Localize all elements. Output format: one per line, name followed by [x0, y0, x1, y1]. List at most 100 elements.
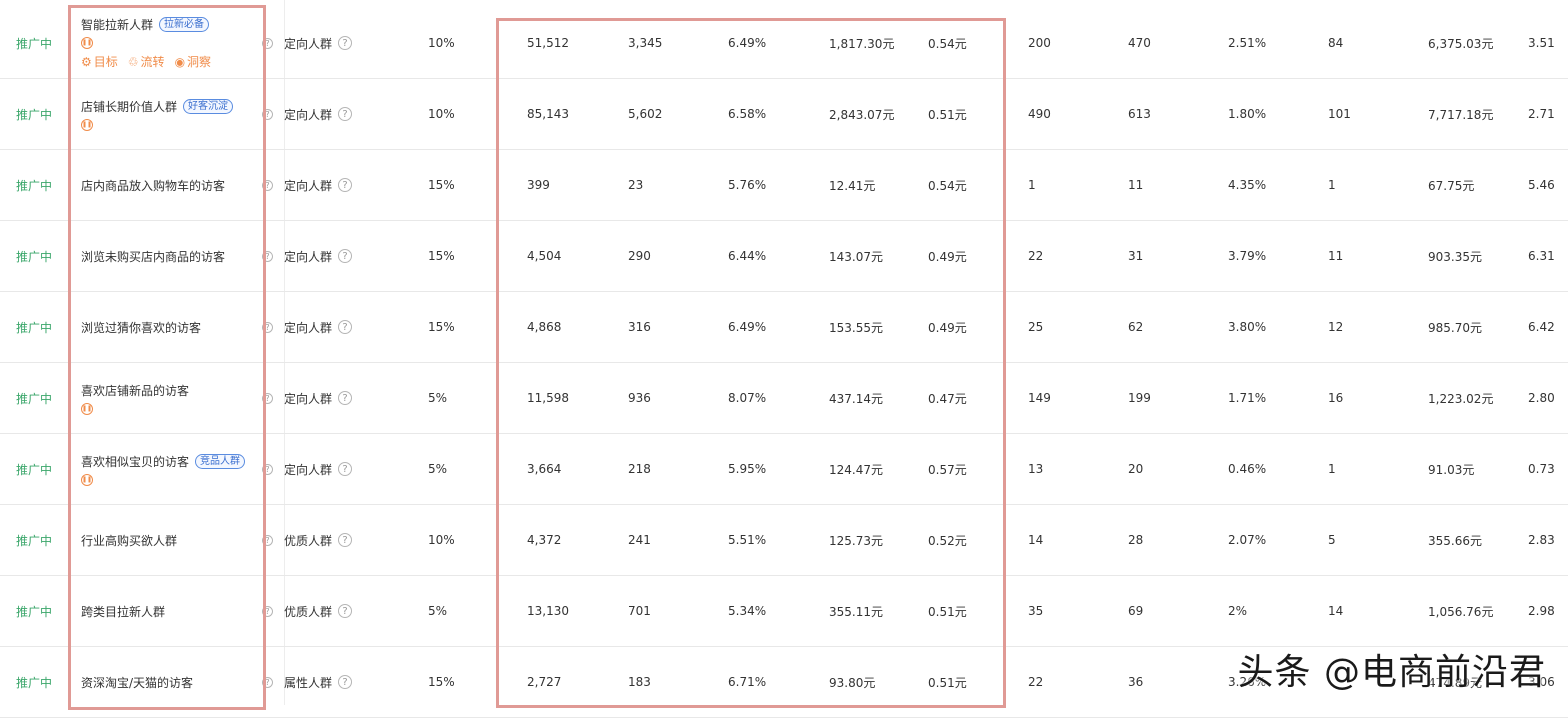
- table-row: 推广中 喜欢店铺新品的访客 ❚❚? 定向人群? 5% 11,598 936 8.07% 437.…: [0, 363, 1568, 434]
- metric-c-cell: 0.46%: [1228, 462, 1267, 476]
- help-icon[interactable]: ?: [262, 179, 273, 191]
- ratio-cell: 15%: [428, 675, 455, 689]
- ctr-cell: 8.07%: [728, 391, 767, 405]
- table-row: 推广中 浏览过猜你喜欢的访客? 定向人群? 15% 4,868 316 6.49% 153.5…: [0, 292, 1568, 363]
- metric-b-cell: 62: [1128, 320, 1144, 334]
- crowd-name[interactable]: 喜欢相似宝贝的访客: [81, 454, 190, 469]
- metric-a-cell: 14: [1028, 533, 1044, 547]
- crowd-name[interactable]: 智能拉新人群: [81, 18, 154, 32]
- metric-b-cell: 28: [1128, 533, 1144, 547]
- cost-cell: 2,843.07元: [829, 107, 895, 122]
- help-icon[interactable]: ?: [262, 605, 273, 617]
- metric-a-cell: 149: [1028, 391, 1051, 405]
- cpc-cell: 0.54元: [928, 36, 967, 51]
- help-icon[interactable]: ?: [338, 391, 353, 405]
- help-icon[interactable]: ?: [338, 462, 353, 476]
- crowd-type-cell: 定向人群?: [284, 8, 353, 78]
- help-icon[interactable]: ?: [262, 321, 273, 333]
- pause-icon[interactable]: ❚❚: [81, 118, 93, 131]
- metric-e-cell: 91.03元: [1428, 462, 1475, 477]
- crowd-name[interactable]: 行业高购买欲人群: [81, 533, 178, 548]
- crowd-name-cell: 智能拉新人群 拉新必备 ❚❚ ⚙ 目标 ♲ 流转 ◉ 洞察: [81, 8, 271, 78]
- ctr-cell: 5.51%: [728, 533, 767, 547]
- help-icon[interactable]: ?: [262, 250, 273, 262]
- cost-cell: 93.80元: [829, 675, 876, 690]
- crowd-name[interactable]: 浏览过猜你喜欢的访客: [81, 320, 202, 335]
- help-icon[interactable]: ?: [338, 107, 353, 121]
- metric-d-cell: 16: [1328, 391, 1344, 405]
- metric-a-cell: 35: [1028, 604, 1044, 618]
- cost-cell: 125.73元: [829, 533, 883, 548]
- target-action[interactable]: ⚙ 目标: [81, 54, 118, 70]
- clicks-cell: 290: [628, 249, 651, 263]
- crowd-name[interactable]: 资深淘宝/天猫的访客: [81, 675, 194, 690]
- help-icon[interactable]: ?: [262, 534, 273, 546]
- clicks-cell: 701: [628, 604, 651, 618]
- crowd-tag-badge: 拉新必备: [159, 17, 210, 32]
- status-text: 推广中: [16, 391, 53, 406]
- metric-a-cell: 22: [1028, 249, 1044, 263]
- impressions-cell: 399: [527, 178, 550, 192]
- ratio-cell: 5%: [428, 604, 448, 618]
- flow-action[interactable]: ♲ 流转: [127, 54, 165, 70]
- crowd-name[interactable]: 店铺长期价值人群: [81, 99, 178, 114]
- cpc-cell: 0.47元: [928, 391, 967, 406]
- help-icon[interactable]: ?: [262, 676, 273, 688]
- status-text: 推广中: [16, 675, 53, 690]
- metric-e-cell: 67.75元: [1428, 178, 1475, 193]
- ratio-cell: 15%: [428, 249, 455, 263]
- metric-e-cell: 985.70元: [1428, 320, 1482, 335]
- metric-c-cell: 3.80%: [1228, 320, 1267, 334]
- help-icon[interactable]: ?: [338, 249, 353, 263]
- table-row: 推广中 智能拉新人群 拉新必备 ❚❚ ⚙ 目标 ♲ 流转 ◉ 洞察? 定向人群? 10% 51,512 3…: [0, 8, 1568, 79]
- metric-d-cell: 1: [1328, 462, 1336, 476]
- crowd-name[interactable]: 浏览未购买店内商品的访客: [81, 249, 226, 264]
- pause-icon[interactable]: ❚❚: [81, 37, 93, 49]
- help-icon[interactable]: ?: [262, 463, 273, 475]
- help-icon[interactable]: ?: [338, 675, 353, 689]
- watermark: 头条 @电商前沿君: [1237, 652, 1546, 693]
- metric-b-cell: 613: [1128, 107, 1151, 121]
- metric-f-cell: 0.73: [1528, 462, 1555, 476]
- impressions-cell: 3,664: [527, 462, 562, 476]
- ctr-cell: 6.58%: [728, 107, 767, 121]
- help-icon[interactable]: ?: [262, 37, 273, 49]
- metric-d-cell: 101: [1328, 107, 1351, 121]
- help-icon[interactable]: ?: [338, 533, 353, 547]
- crowd-type-cell: 属性人群?: [284, 647, 353, 717]
- impressions-cell: 2,727: [527, 675, 562, 689]
- crowd-name[interactable]: 店内商品放入购物车的访客: [81, 178, 226, 193]
- crowd-name[interactable]: 喜欢店铺新品的访客: [81, 383, 190, 398]
- metric-e-cell: 1,223.02元: [1428, 391, 1494, 406]
- help-icon[interactable]: ?: [338, 604, 353, 618]
- status-text: 推广中: [16, 36, 53, 51]
- column-divider: [284, 0, 285, 705]
- crowd-type-cell: 定向人群?: [284, 150, 353, 220]
- crowd-name[interactable]: 跨类目拉新人群: [81, 604, 166, 619]
- crowd-name-cell: 喜欢相似宝贝的访客 竞品人群 ❚❚: [81, 434, 271, 504]
- help-icon[interactable]: ?: [262, 392, 273, 404]
- clicks-cell: 23: [628, 178, 644, 192]
- metric-f-cell: 6.31: [1528, 249, 1555, 263]
- metric-c-cell: 2.51%: [1228, 36, 1267, 50]
- help-icon[interactable]: ?: [338, 178, 353, 192]
- metric-a-cell: 490: [1028, 107, 1051, 121]
- clicks-cell: 3,345: [628, 36, 663, 50]
- metric-d-cell: 11: [1328, 249, 1344, 263]
- ratio-cell: 15%: [428, 178, 455, 192]
- help-icon[interactable]: ?: [262, 108, 273, 120]
- ctr-cell: 5.34%: [728, 604, 767, 618]
- pause-icon[interactable]: ❚❚: [81, 402, 93, 415]
- metric-b-cell: 470: [1128, 36, 1151, 50]
- table-row: 推广中 浏览未购买店内商品的访客? 定向人群? 15% 4,504 290 6.44% 143…: [0, 221, 1568, 292]
- metric-c-cell: 2%: [1228, 604, 1248, 618]
- crowd-type-cell: 定向人群?: [284, 434, 353, 504]
- insight-action[interactable]: ◉ 洞察: [174, 54, 212, 70]
- cost-cell: 437.14元: [829, 391, 883, 406]
- crowd-name-cell: 浏览未购买店内商品的访客: [81, 221, 271, 291]
- metric-f-cell: 2.71: [1528, 107, 1555, 121]
- metric-a-cell: 13: [1028, 462, 1044, 476]
- help-icon[interactable]: ?: [338, 36, 353, 50]
- pause-icon[interactable]: ❚❚: [81, 473, 93, 486]
- help-icon[interactable]: ?: [338, 320, 353, 334]
